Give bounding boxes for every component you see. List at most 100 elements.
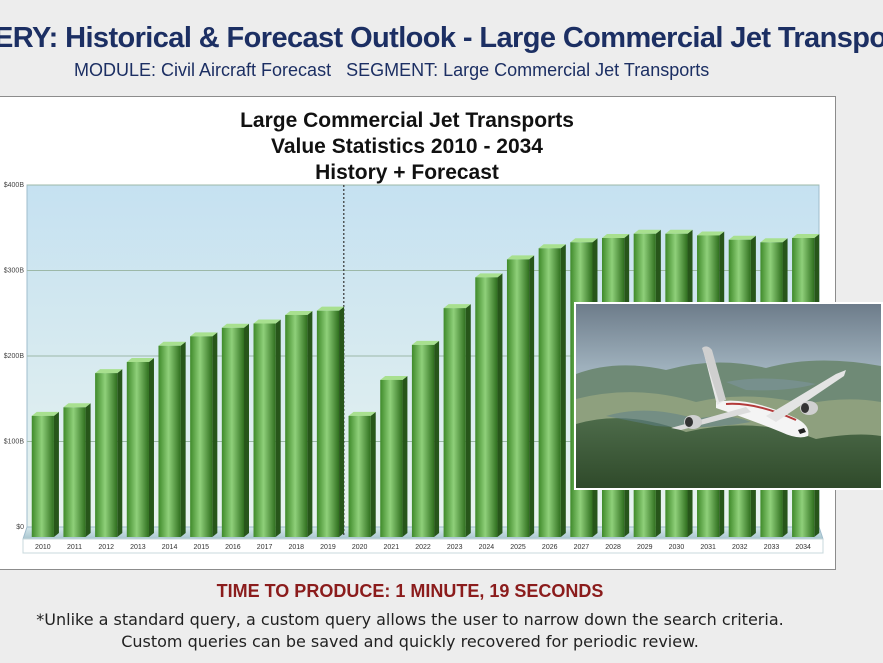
x-tick-label: 2015 xyxy=(193,544,209,551)
chart-title: Large Commercial Jet Transports Value Sta… xyxy=(240,109,574,184)
module-label: MODULE: xyxy=(74,60,157,80)
bar-side xyxy=(560,244,566,537)
bar xyxy=(443,308,466,537)
bar-side xyxy=(339,306,345,537)
bar-top xyxy=(253,319,281,324)
bar-side xyxy=(117,369,123,537)
x-axis-band xyxy=(22,538,824,554)
bar-top xyxy=(665,229,693,234)
bar xyxy=(411,344,435,537)
bar-side xyxy=(402,375,408,537)
bar-top xyxy=(443,304,471,309)
bar-side xyxy=(212,332,218,537)
bar xyxy=(190,336,213,537)
x-tick-label: 2017 xyxy=(257,544,273,551)
footnote-line-1: *Unlike a standard query, a custom query… xyxy=(36,610,784,629)
header-subtitle: MODULE: Civil Aircraft Forecast SEGMENT:… xyxy=(74,60,709,81)
x-tick-label: 2027 xyxy=(574,544,590,551)
x-tick-label: 2019 xyxy=(320,544,336,551)
chart-title-line: Value Statistics 2010 - 2034 xyxy=(271,135,543,158)
bar-top xyxy=(697,231,725,236)
chart-title-line: Large Commercial Jet Transports xyxy=(240,109,574,132)
bar-side xyxy=(180,341,186,537)
x-tick-label: 2033 xyxy=(764,544,780,551)
x-tick-label: 2030 xyxy=(669,544,685,551)
x-tick-label: 2034 xyxy=(795,544,811,551)
y-tick-label: $100B xyxy=(4,439,25,446)
y-tick-label: $400B xyxy=(4,182,25,189)
x-tick-label: 2018 xyxy=(288,544,304,551)
footnote-line-2: Custom queries can be saved and quickly … xyxy=(121,632,699,651)
page-title: ERY: Historical & Forecast Outlook - Lar… xyxy=(0,22,883,54)
bar xyxy=(380,379,403,537)
bar-side xyxy=(465,304,471,537)
segment-value: Large Commercial Jet Transports xyxy=(443,60,710,80)
bar xyxy=(316,310,340,537)
x-tick-label: 2031 xyxy=(700,544,716,551)
x-tick-label: 2029 xyxy=(637,544,653,551)
x-tick-label: 2023 xyxy=(447,544,463,551)
bar xyxy=(475,277,498,537)
bar xyxy=(221,327,245,537)
bar-top xyxy=(601,234,630,239)
chart-title-line: History + Forecast xyxy=(315,161,499,184)
bar-top xyxy=(348,411,376,416)
x-tick-label: 2020 xyxy=(352,544,368,551)
bar xyxy=(253,323,276,537)
bar xyxy=(285,314,308,537)
x-tick-label: 2028 xyxy=(605,544,621,551)
bar-top xyxy=(475,273,503,278)
bar-side xyxy=(434,340,440,537)
y-axis-ticks: $0 $100B $200B $300B $400B xyxy=(4,182,25,531)
x-tick-label: 2026 xyxy=(542,544,558,551)
y-tick-label: $200B xyxy=(4,353,25,360)
x-tick-label: 2012 xyxy=(98,544,114,551)
bar xyxy=(538,248,561,537)
x-tick-label: 2025 xyxy=(510,544,526,551)
bar-top xyxy=(95,369,123,374)
bar-top xyxy=(158,341,186,346)
bar xyxy=(506,259,530,537)
module-value: Civil Aircraft Forecast xyxy=(161,60,332,80)
bar-side xyxy=(53,411,59,537)
y-tick-label: $0 xyxy=(16,524,24,531)
bar-side xyxy=(244,323,250,537)
x-tick-label: 2010 xyxy=(35,544,51,551)
bar xyxy=(126,361,149,537)
airplane-photo xyxy=(574,302,883,490)
x-tick-label: 2022 xyxy=(415,544,431,551)
segment-label: SEGMENT: xyxy=(346,60,439,80)
bar-top xyxy=(728,235,756,240)
bar-top xyxy=(538,244,566,249)
bar-top xyxy=(380,375,408,380)
x-tick-label: 2011 xyxy=(67,544,82,551)
x-tick-label: 2024 xyxy=(479,544,495,551)
bar-top xyxy=(63,403,91,408)
x-axis-ticks: 2010 2011 2012 2013 2014 2015 2016 2017 2018 2019… xyxy=(35,544,811,551)
x-tick-label: 2013 xyxy=(130,544,146,551)
bar-side xyxy=(529,255,535,537)
bar-side xyxy=(370,411,376,537)
bar-top xyxy=(633,229,661,234)
bar-top xyxy=(506,255,535,260)
bar-top xyxy=(411,340,440,345)
time-to-produce: TIME TO PRODUCE: 1 MINUTE, 19 SECONDS xyxy=(216,581,604,601)
bar-side xyxy=(307,310,313,537)
bar xyxy=(158,345,181,537)
bar-top xyxy=(570,238,598,243)
x-tick-label: 2032 xyxy=(732,544,748,551)
bar-top xyxy=(760,238,788,243)
bar-side xyxy=(85,403,91,537)
bar-side xyxy=(275,319,281,537)
bar-side xyxy=(497,273,503,537)
bar-top xyxy=(126,357,154,362)
bar-top xyxy=(31,411,59,416)
bar-top xyxy=(316,306,345,311)
bar-top xyxy=(221,323,250,328)
bar-top xyxy=(190,332,218,337)
bar xyxy=(63,407,86,537)
bar xyxy=(95,373,118,537)
bar xyxy=(348,415,371,537)
bar-top xyxy=(285,310,313,315)
y-tick-label: $300B xyxy=(4,268,25,275)
